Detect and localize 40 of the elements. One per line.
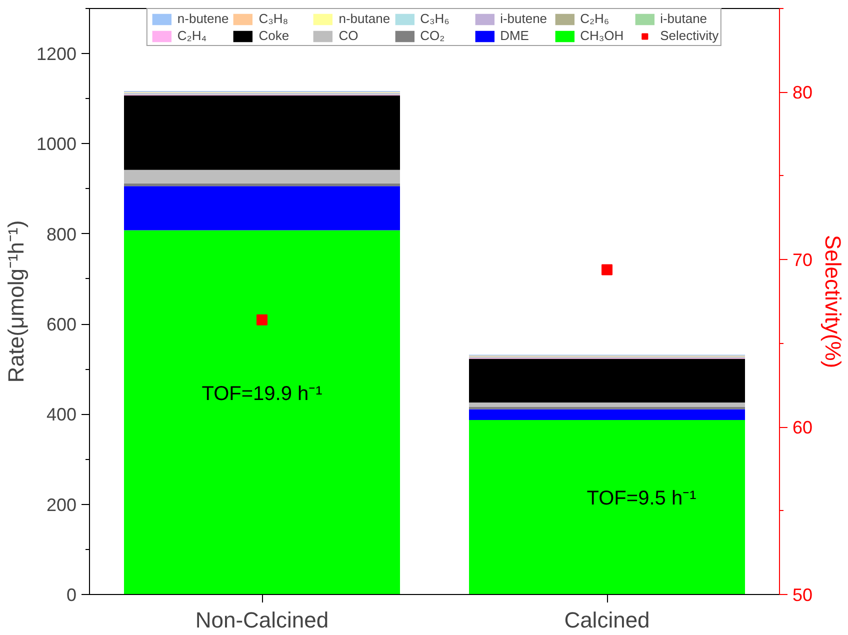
legend-label: i-butene (500, 11, 548, 26)
y-tick-label: 800 (46, 224, 77, 244)
legend-label: Selectivity (660, 28, 719, 43)
y2-axis-title: Selectivity(%) (820, 234, 846, 368)
legend-label: CH₃OH (580, 28, 625, 43)
bar (469, 409, 745, 420)
y-tick-label: 400 (46, 404, 77, 425)
legend-label: C₂H₆ (580, 11, 610, 26)
legend-label: C₃H₆ (420, 11, 450, 26)
annotation: TOF=19.9 h⁻¹ (202, 383, 323, 406)
legend-label: n-butane (338, 11, 390, 26)
y2-tick-label: 60 (792, 418, 813, 438)
y2-tick-label: 50 (792, 585, 813, 605)
y-axis-title: Rate(μmolg⁻¹h⁻¹) (3, 220, 28, 383)
legend-label: C₃H₈ (258, 11, 290, 26)
bar (124, 183, 400, 186)
legend-label: CO (338, 28, 360, 43)
bar (124, 170, 400, 184)
y2-tick-label: 80 (792, 82, 813, 103)
x-tick-label: Non-Calcined (195, 608, 329, 632)
x-tick-label: Calcined (564, 608, 650, 632)
bar (124, 230, 400, 594)
y-tick-label: 0 (66, 585, 77, 605)
legend-label: n-butene (177, 11, 229, 26)
legend-label: Coke (258, 28, 290, 43)
bar (469, 358, 745, 402)
y-tick-label: 1200 (36, 44, 77, 64)
legend-label: C₂H₄ (177, 28, 208, 43)
bar (469, 420, 745, 594)
y2-tick-label: 70 (792, 250, 813, 270)
y-tick-label: 200 (46, 494, 77, 515)
bar (124, 96, 400, 170)
legend-label: DME (500, 28, 530, 43)
y-tick-label: 600 (46, 314, 77, 335)
annotation: TOF=9.5 h⁻¹ (586, 488, 697, 510)
bar (124, 186, 400, 230)
bar (469, 402, 745, 407)
legend-label: CO₂ (420, 28, 446, 43)
y-tick-label: 1000 (36, 134, 77, 154)
legend-label: i-butane (660, 11, 708, 26)
